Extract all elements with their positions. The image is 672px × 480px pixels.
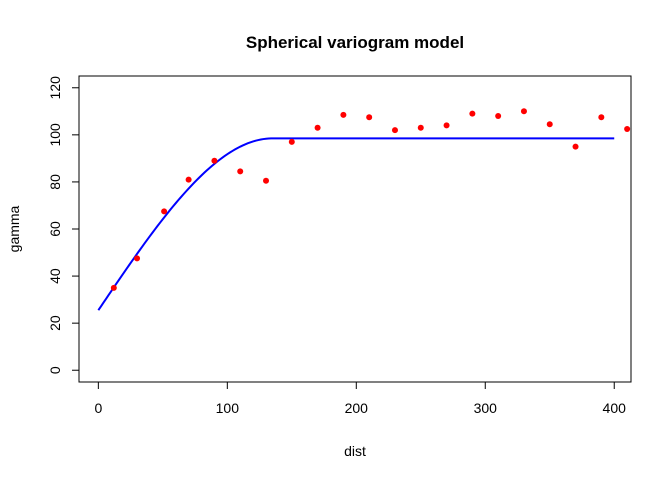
spherical-model-line — [97, 137, 615, 311]
data-point — [314, 124, 321, 131]
data-point — [340, 111, 347, 118]
data-point — [288, 138, 295, 145]
data-point — [237, 168, 244, 175]
data-point — [185, 176, 192, 183]
data-point — [469, 110, 476, 117]
data-point — [161, 208, 168, 215]
y-tick-label: 120 — [47, 76, 63, 100]
data-point — [110, 284, 117, 291]
x-tick-label: 400 — [603, 400, 627, 416]
y-tick-label: 60 — [47, 221, 63, 237]
data-point — [211, 157, 218, 164]
data-point — [443, 122, 450, 129]
data-point — [624, 125, 631, 132]
y-axis-label: gamma — [6, 205, 22, 252]
data-point — [391, 127, 398, 134]
y-tick-label: 100 — [47, 123, 63, 147]
data-point — [572, 143, 579, 150]
y-axis: 0 20 40 60 80 100 120 — [47, 76, 80, 374]
x-axis-label: dist — [344, 443, 366, 459]
x-tick-label: 0 — [94, 400, 102, 416]
data-point — [417, 124, 424, 131]
y-tick-label: 20 — [47, 315, 63, 331]
data-point — [520, 108, 527, 115]
data-point — [366, 114, 373, 121]
chart-title: Spherical variogram model — [246, 33, 464, 52]
empirical-points — [110, 108, 631, 291]
y-tick-label: 80 — [47, 174, 63, 190]
data-point — [263, 177, 270, 184]
x-tick-label: 200 — [345, 400, 369, 416]
data-point — [134, 255, 141, 262]
y-tick-label: 0 — [47, 366, 63, 374]
x-tick-label: 100 — [216, 400, 240, 416]
x-axis: 0 100 200 300 400 — [94, 381, 627, 416]
y-tick-label: 40 — [47, 268, 63, 284]
data-point — [598, 114, 605, 121]
data-point — [495, 113, 502, 120]
x-tick-label: 300 — [474, 400, 498, 416]
data-point — [546, 121, 553, 128]
